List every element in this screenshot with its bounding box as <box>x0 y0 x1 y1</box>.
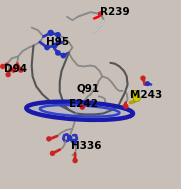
Circle shape <box>55 32 61 38</box>
Circle shape <box>47 30 54 36</box>
Circle shape <box>131 91 139 98</box>
Circle shape <box>5 72 11 77</box>
Text: Q91: Q91 <box>76 83 99 93</box>
Circle shape <box>145 81 150 86</box>
Text: E242: E242 <box>69 99 98 109</box>
Circle shape <box>133 94 140 102</box>
Circle shape <box>67 135 73 141</box>
Circle shape <box>0 64 5 69</box>
Circle shape <box>51 43 57 49</box>
Circle shape <box>80 105 85 110</box>
Circle shape <box>44 45 50 50</box>
Circle shape <box>55 50 61 56</box>
Text: D94: D94 <box>4 64 27 74</box>
Circle shape <box>60 53 66 58</box>
Circle shape <box>140 75 146 81</box>
Circle shape <box>71 139 77 144</box>
Circle shape <box>123 104 129 109</box>
Circle shape <box>72 158 78 163</box>
Circle shape <box>18 67 24 73</box>
Circle shape <box>46 136 52 142</box>
Text: M243: M243 <box>130 90 163 100</box>
Text: H336: H336 <box>71 141 101 151</box>
Text: H95: H95 <box>46 37 69 47</box>
Text: R239: R239 <box>100 7 130 17</box>
Circle shape <box>50 151 55 156</box>
Ellipse shape <box>26 102 133 120</box>
Circle shape <box>11 67 16 73</box>
Circle shape <box>98 11 103 17</box>
